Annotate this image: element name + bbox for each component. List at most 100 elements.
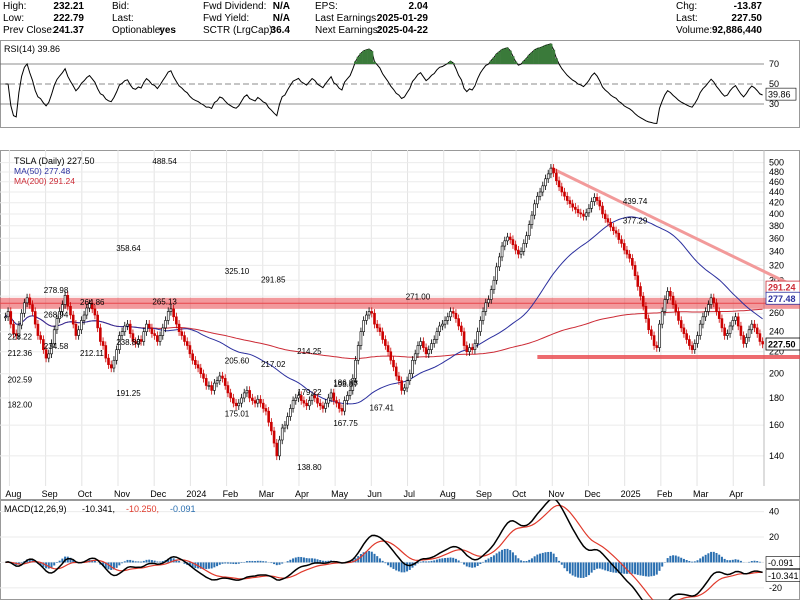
- candle-body: [180, 331, 184, 336]
- candle-body: [432, 339, 436, 344]
- candle-body: [131, 333, 135, 342]
- candle-body: [470, 347, 474, 350]
- candle-body: [240, 397, 243, 404]
- fwd-yield-value: N/A: [272, 13, 290, 24]
- candle-body: [359, 331, 363, 346]
- candle-body: [753, 323, 756, 329]
- x-tick-label: Oct: [78, 489, 93, 499]
- change-label: Chg:: [676, 1, 698, 12]
- candle-body: [69, 305, 72, 316]
- optionable-label: Optionable:: [112, 25, 164, 36]
- candle-body: [685, 333, 688, 340]
- downtrend-line: [550, 166, 796, 288]
- candle-body: [644, 305, 648, 319]
- price-annotation: 439.74: [623, 197, 648, 206]
- candle-body: [582, 213, 585, 217]
- price-annotation: 228.22: [8, 332, 33, 341]
- candle-body: [536, 195, 539, 205]
- candle-body: [669, 290, 672, 297]
- candle-body: [286, 416, 289, 426]
- x-tick-label: 2025: [621, 489, 641, 499]
- rsi-panel: 70 50 30 RSI(14) 39.86 39.86: [0, 40, 800, 128]
- candle-body: [158, 335, 162, 342]
- candle-body: [408, 373, 412, 382]
- candle-body: [183, 335, 186, 342]
- candle-body: [332, 392, 336, 401]
- candle-body: [422, 341, 425, 348]
- candle-body: [335, 400, 338, 404]
- candle-body: [175, 316, 178, 325]
- macd-legend-value: -10.341,: [82, 504, 115, 514]
- last-price-value: 227.50: [731, 13, 762, 24]
- macd-tag-box: [765, 569, 800, 582]
- candle-body: [411, 359, 414, 374]
- candle-body: [739, 325, 743, 336]
- candle-body: [299, 395, 303, 401]
- candle-body: [270, 421, 273, 432]
- candle-body: [52, 329, 56, 344]
- macd-tag-label: -10.341: [768, 571, 799, 581]
- candle-body: [489, 289, 493, 300]
- candle-body: [443, 320, 447, 325]
- candle-body: [161, 327, 165, 336]
- candle-body: [413, 353, 417, 361]
- candle-body: [120, 331, 124, 336]
- candle-body: [23, 302, 26, 314]
- candle-body: [142, 331, 146, 342]
- price-annotation: 198.87: [333, 380, 358, 389]
- x-tick-label: Mar: [693, 489, 709, 499]
- candle-body: [362, 320, 365, 332]
- candle-body: [424, 347, 428, 355]
- candle-body: [658, 323, 661, 348]
- candle-body: [652, 335, 656, 346]
- x-tick-label: Feb: [657, 489, 673, 499]
- candle-body: [63, 295, 67, 305]
- candle-body: [185, 341, 189, 346]
- next-earnings-value: 2025-04-22: [376, 25, 428, 36]
- candle-body: [85, 307, 89, 316]
- candle-body: [134, 341, 137, 344]
- price-annotation: 278.98: [44, 286, 69, 295]
- candle-body: [671, 295, 675, 305]
- candle-body: [576, 209, 580, 214]
- candle-body: [568, 200, 572, 205]
- candle-body: [655, 345, 659, 348]
- candle-body: [587, 207, 591, 214]
- candle-body: [761, 341, 764, 345]
- sctr-value: 36.4: [270, 25, 290, 36]
- candle-body: [74, 323, 78, 336]
- candle-body: [682, 327, 686, 334]
- candle-body: [750, 323, 754, 331]
- candle-body: [6, 311, 10, 318]
- y-tick-label: 500: [769, 158, 784, 168]
- candle-body: [191, 353, 194, 361]
- candle-body: [12, 323, 15, 334]
- price-annotation: 212.36: [8, 349, 33, 358]
- price-annotation: 264.86: [80, 298, 105, 307]
- candle-body: [636, 275, 640, 287]
- candle-body: [511, 239, 515, 246]
- candle-body: [348, 390, 352, 396]
- x-tick-label: Sep: [476, 489, 492, 499]
- candle-body: [734, 316, 737, 321]
- x-tick-label: Nov: [114, 489, 131, 499]
- x-tick-label: Aug: [440, 489, 456, 499]
- candle-body: [484, 302, 488, 312]
- candle-body: [278, 439, 281, 457]
- price-annotation: 186.88: [333, 378, 358, 387]
- prev-close-label: Prev Close:: [3, 25, 55, 36]
- candle-body: [522, 243, 526, 252]
- y-tick-label: 480: [769, 167, 784, 177]
- candle-body: [614, 230, 618, 234]
- candle-body: [153, 333, 156, 336]
- candle-body: [215, 380, 219, 384]
- candle-body: [633, 265, 637, 277]
- candle-body: [267, 410, 270, 423]
- candle-body: [44, 349, 48, 359]
- candle-body: [758, 333, 762, 342]
- candle-body: [218, 375, 222, 382]
- macd-tag-box: [765, 556, 800, 569]
- price-tag-label: 291.24: [768, 283, 796, 293]
- candle-body: [386, 345, 390, 353]
- candle-body: [479, 320, 482, 332]
